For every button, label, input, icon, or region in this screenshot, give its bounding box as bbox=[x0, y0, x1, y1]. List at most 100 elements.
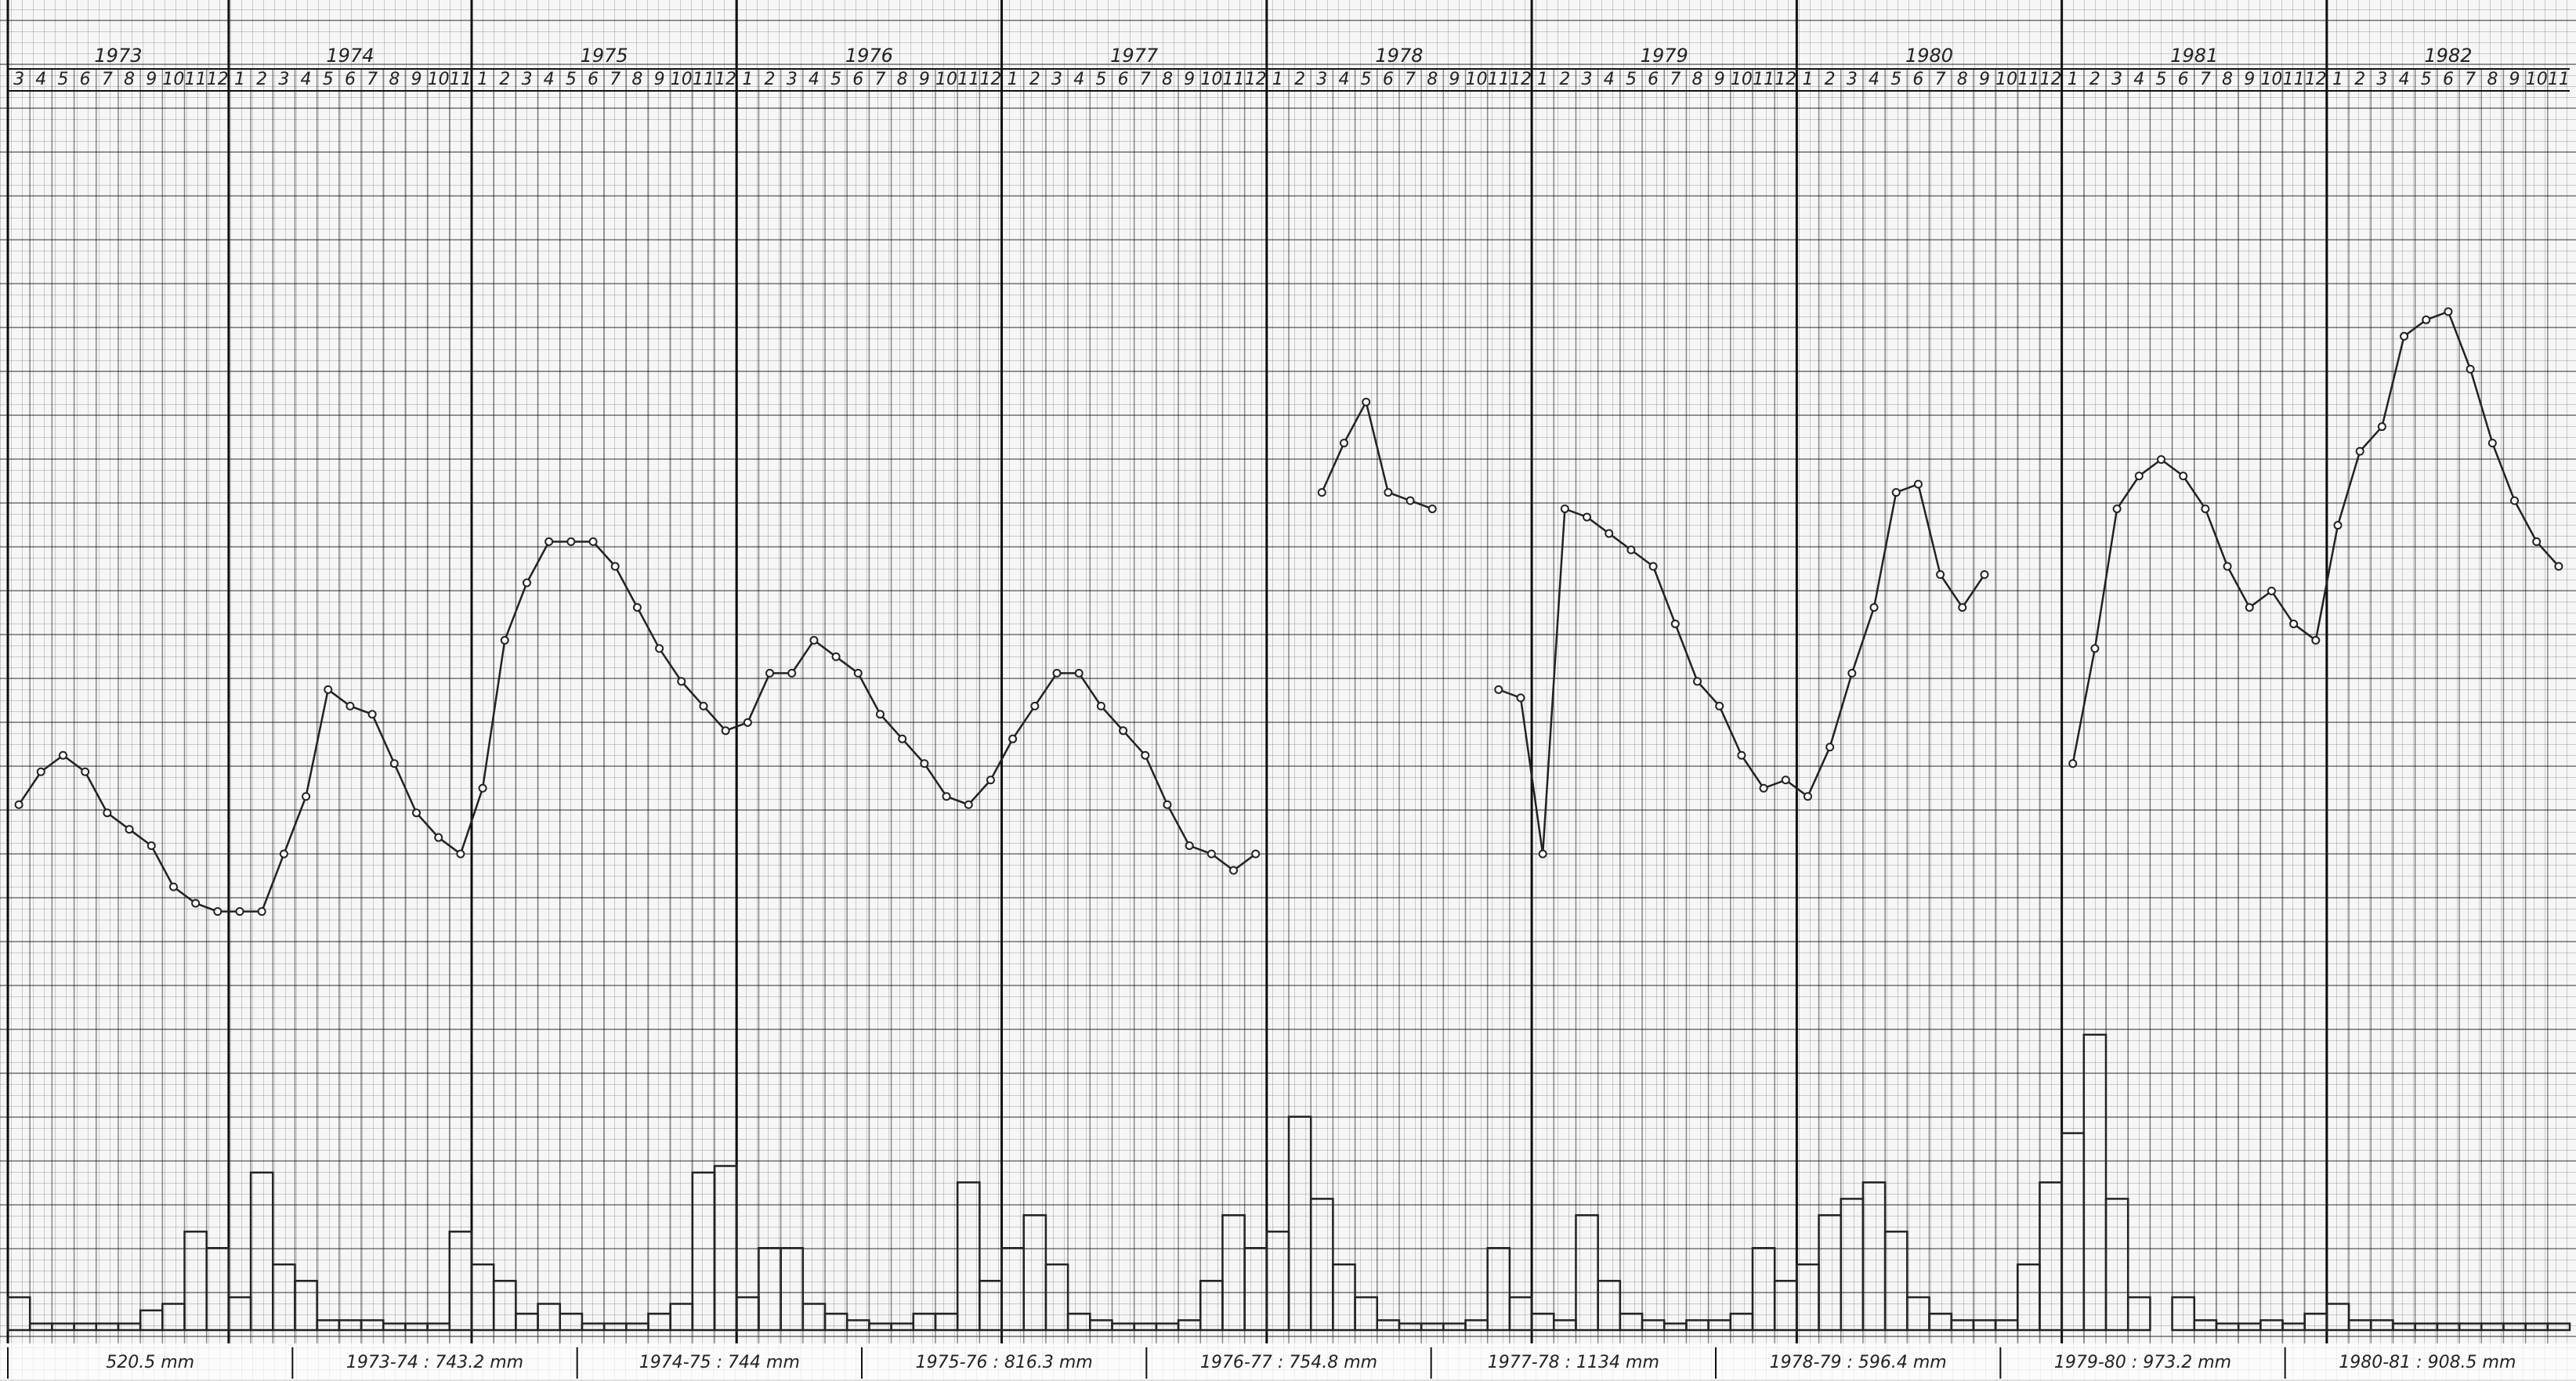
level-point bbox=[2422, 315, 2431, 324]
month-label: 5 bbox=[2155, 70, 2166, 89]
rainfall-bar bbox=[470, 1263, 495, 1332]
month-label: 10 bbox=[162, 70, 184, 89]
level-point bbox=[2532, 537, 2542, 547]
month-label: 3 bbox=[1316, 70, 1327, 89]
level-point bbox=[986, 775, 995, 785]
rainfall-bar bbox=[205, 1247, 230, 1332]
level-point bbox=[655, 644, 664, 653]
rainfall-bar bbox=[2193, 1319, 2218, 1332]
level-point bbox=[1339, 439, 1348, 448]
level-point bbox=[1008, 734, 1018, 743]
month-label: 6 bbox=[1118, 70, 1129, 89]
level-point bbox=[566, 537, 576, 547]
rainfall-bar bbox=[1066, 1312, 1091, 1332]
rainfall-bar bbox=[979, 1279, 1003, 1332]
level-point bbox=[721, 726, 730, 736]
level-point bbox=[125, 825, 134, 834]
month-label: 12 bbox=[207, 70, 229, 89]
month-label: 6 bbox=[2178, 70, 2189, 89]
rainfall-bar bbox=[2039, 1181, 2063, 1332]
month-label: 8 bbox=[1427, 70, 1438, 89]
month-label: 5 bbox=[566, 70, 577, 89]
month-label: 1 bbox=[1802, 70, 1813, 89]
month-label: 2 bbox=[499, 70, 510, 89]
level-point bbox=[2156, 455, 2165, 465]
rainfall-bar bbox=[139, 1309, 164, 1332]
level-point bbox=[2444, 307, 2453, 316]
rainfall-bar bbox=[2017, 1263, 2041, 1332]
month-label: 11 bbox=[185, 70, 207, 89]
level-point bbox=[1362, 397, 1371, 407]
annual-total: 1980-81 : 908.5 mm bbox=[2339, 1353, 2516, 1372]
month-label: 7 bbox=[874, 70, 885, 89]
rainfall-bar bbox=[890, 1322, 915, 1332]
rainfall-bar bbox=[1575, 1214, 1599, 1332]
rainfall-bar bbox=[845, 1319, 870, 1332]
rainfall-bar bbox=[1111, 1322, 1135, 1332]
rainfall-bar bbox=[227, 1296, 252, 1332]
rainfall-bar bbox=[272, 1263, 296, 1332]
level-point bbox=[1781, 775, 1790, 785]
month-label: 10 bbox=[935, 70, 957, 89]
month-label: 4 bbox=[1869, 70, 1880, 89]
month-label: 12 bbox=[1510, 70, 1532, 89]
level-point bbox=[2223, 562, 2232, 571]
rainfall-bar bbox=[515, 1312, 539, 1332]
level-point bbox=[2134, 472, 2144, 481]
month-label: 4 bbox=[1338, 70, 1349, 89]
level-point bbox=[1715, 701, 1724, 710]
month-label: 10 bbox=[2526, 70, 2548, 89]
rainfall-bar bbox=[647, 1312, 671, 1332]
rainfall-bar bbox=[1773, 1279, 1798, 1332]
month-label: 5 bbox=[1361, 70, 1372, 89]
month-label: 9 bbox=[1714, 70, 1725, 89]
month-label: 9 bbox=[1979, 70, 1990, 89]
rainfall-bar bbox=[448, 1231, 473, 1332]
level-point bbox=[1648, 562, 1658, 571]
month-label: 5 bbox=[2421, 70, 2432, 89]
month-label: 10 bbox=[1466, 70, 1488, 89]
year-label: 1979 bbox=[1641, 45, 1688, 67]
rainfall-bar bbox=[581, 1322, 606, 1332]
month-label: 4 bbox=[544, 70, 555, 89]
month-label: 3 bbox=[1847, 70, 1858, 89]
level-point bbox=[2355, 446, 2364, 456]
rainfall-bar bbox=[602, 1322, 628, 1332]
month-label: 7 bbox=[1670, 70, 1681, 89]
level-point bbox=[1096, 701, 1105, 710]
level-point bbox=[456, 849, 465, 859]
month-label: 5 bbox=[323, 70, 334, 89]
month-label: 2 bbox=[2354, 70, 2365, 89]
rainfall-bar bbox=[2480, 1322, 2505, 1332]
month-label: 4 bbox=[301, 70, 312, 89]
year-label: 1982 bbox=[2424, 45, 2472, 67]
level-point bbox=[1825, 743, 1835, 752]
rainfall-bar bbox=[1950, 1319, 1975, 1332]
rainfall-bar bbox=[2104, 1198, 2129, 1332]
month-label: 4 bbox=[35, 70, 46, 89]
month-label: 8 bbox=[1692, 70, 1703, 89]
level-point bbox=[699, 701, 708, 710]
year-label: 1978 bbox=[1375, 45, 1423, 67]
rainfall-bar bbox=[691, 1171, 716, 1332]
rainfall-bar bbox=[625, 1322, 649, 1332]
month-label: 11 bbox=[1223, 70, 1245, 89]
level-point bbox=[2466, 364, 2475, 374]
level-point bbox=[1317, 488, 1326, 497]
month-label: 2 bbox=[2089, 70, 2100, 89]
level-point bbox=[1869, 602, 1879, 612]
level-point bbox=[1074, 668, 1084, 678]
month-label: 7 bbox=[610, 70, 620, 89]
level-point bbox=[1936, 570, 1945, 579]
month-label: 7 bbox=[367, 70, 378, 89]
level-point bbox=[809, 635, 819, 645]
month-label: 2 bbox=[1559, 70, 1570, 89]
month-label: 4 bbox=[809, 70, 819, 89]
month-label: 6 bbox=[588, 70, 599, 89]
month-label: 7 bbox=[1935, 70, 1946, 89]
rainfall-bar bbox=[51, 1322, 75, 1332]
rainfall-bar bbox=[161, 1303, 186, 1332]
level-point bbox=[942, 792, 951, 801]
